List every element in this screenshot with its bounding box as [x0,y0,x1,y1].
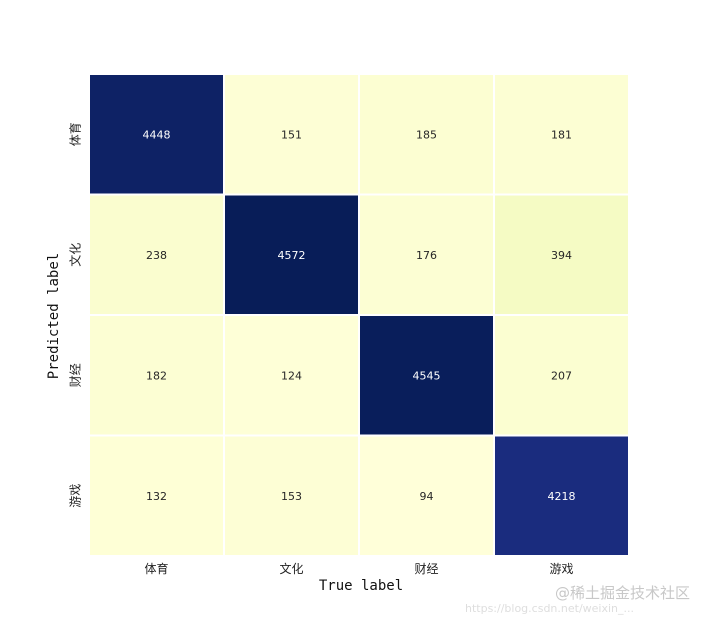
x-axis-label: True label [319,578,403,594]
heatmap-cell-r1-c0 [90,195,223,314]
cell-value-label-r0-c0: 4448 [143,128,171,141]
x-tick-label-0: 体育 [144,561,168,576]
cell-value-label-r2-c1: 124 [281,369,302,382]
cell-value-label-r1-c2: 176 [416,249,437,262]
cell-value-label-r1-c3: 394 [551,249,572,262]
heatmap-plot-area: 4448 151 185 181 238 4572 176 394 182 124 4545 207 1… [90,75,628,555]
cell-value-label-r2-c0: 182 [146,369,167,382]
heatmap-cell-r1-c2 [360,195,493,314]
y-tick-label-3: 游戏 [69,484,83,508]
cell-value-label-r0-c2: 185 [416,128,437,141]
heatmap-cell-r2-c2 [360,316,493,435]
y-axis-label: Predicted label [46,253,62,379]
watermark-url: https://blog.csdn.net/weixin_... [464,602,634,615]
heatmap-cell-r3-c3 [495,436,628,555]
heatmap-cell-r0-c1 [225,75,358,194]
cell-value-label-r3-c2: 94 [420,490,434,503]
heatmap-cell-r3-c0 [90,436,223,555]
heatmap-cell-r3-c1 [225,436,358,555]
y-tick-label-1: 文化 [68,243,83,267]
x-tick-label-1: 文化 [279,561,303,576]
heatmap-cell-r3-c2 [360,436,493,555]
heatmap-cell-r2-c3 [495,316,628,435]
x-tick-label-2: 财经 [414,562,438,576]
heatmap-cell-r1-c3 [495,195,628,314]
cell-value-label-r2-c3: 207 [551,369,572,382]
heatmap-cell-r0-c0 [90,75,223,194]
y-tick-label-0: 体育 [68,122,83,146]
heatmap-cell-r2-c0 [90,316,223,435]
cell-value-label-r0-c1: 151 [281,128,302,141]
heatmap-cell-r2-c1 [225,316,358,435]
cell-value-label-r2-c2: 4545 [413,369,441,382]
watermark-text: @稀土掘金技术社区 [554,584,690,602]
cell-value-label-r0-c3: 181 [551,128,572,141]
heatmap-cell-r0-c3 [495,75,628,194]
cell-value-label-r3-c0: 132 [146,490,167,503]
cell-value-label-r3-c1: 153 [281,490,302,503]
x-tick-label-3: 游戏 [549,562,573,576]
cell-value-label-r1-c1: 4572 [278,249,306,262]
y-tick-label-2: 财经 [69,363,83,387]
x-tick-labels: 体育 文化 财经 游戏 [144,561,573,576]
cell-value-label-r3-c3: 4218 [548,490,576,503]
heatmap-cell-r0-c2 [360,75,493,194]
heatmap-cell-r1-c1 [225,195,358,314]
cell-value-label-r1-c0: 238 [146,249,167,262]
